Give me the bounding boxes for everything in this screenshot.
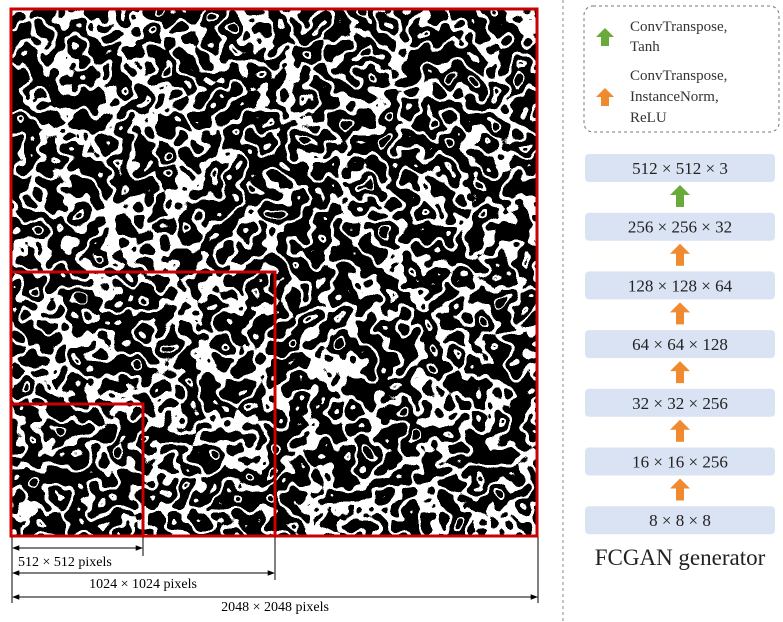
- legend-text: ConvTranspose,: [630, 19, 727, 35]
- arrow: [670, 302, 690, 324]
- layer-label: 32 × 32 × 256: [632, 394, 728, 413]
- legend-text: ConvTranspose,: [630, 68, 727, 84]
- scale-label: 1024 × 1024 pixels: [89, 577, 197, 592]
- caption: FCGAN generator: [595, 545, 766, 570]
- layer-label: 64 × 64 × 128: [632, 335, 728, 354]
- legend-text: Tanh: [630, 39, 660, 55]
- layer-label: 128 × 128 × 64: [628, 276, 733, 295]
- layer-label: 512 × 512 × 3: [632, 159, 728, 178]
- scale-label: 2048 × 2048 pixels: [221, 600, 329, 615]
- scale-label: 512 × 512 pixels: [18, 555, 112, 570]
- legend-text: InstanceNorm,: [630, 89, 719, 105]
- layer-label: 16 × 16 × 256: [632, 453, 728, 472]
- arrow: [670, 185, 690, 207]
- arrow: [670, 361, 690, 383]
- arrow: [670, 420, 690, 442]
- legend-text: ReLU: [630, 110, 667, 126]
- arrow: [670, 244, 690, 266]
- dimension-lines: [12, 537, 538, 603]
- figure: 512 × 512 pixels 1024 × 1024 pixels 2048…: [0, 0, 783, 622]
- generator-stack: 512 × 512 × 3 256 × 256 × 32 128 × 128 × 6…: [585, 154, 775, 534]
- layer-label: 256 × 256 × 32: [628, 218, 732, 237]
- layer-label: 8 × 8 × 8: [649, 511, 711, 530]
- arrow: [670, 479, 690, 501]
